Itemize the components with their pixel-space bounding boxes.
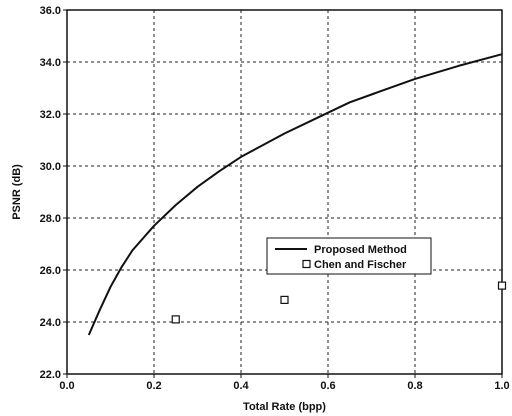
data-point-chen-fischer [171,315,180,324]
y-axis-label: PSNR (dB) [11,164,23,220]
x-tick-label: 0.2 [146,380,161,392]
legend-box [266,237,432,275]
y-tick-label: 32.0 [40,109,61,121]
x-tick-label: 0.4 [233,380,249,392]
y-tick-label: 26.0 [40,265,61,277]
y-tick-label: 36.0 [40,5,61,17]
y-tick-label: 28.0 [40,213,61,225]
series-line-proposed-method [87,53,503,336]
y-tick-label: 24.0 [40,317,61,329]
legend-label: Proposed Method [314,244,407,256]
axis-ticks: 0.0 0.2 0.4 0.6 0.8 1.0 22.0 24.0 26.0 28.0 30.0 32… [40,5,510,392]
x-tick-label: 1.0 [494,380,509,392]
legend: Proposed Method Chen and Fischer [266,237,432,275]
data-point-chen-fischer [497,281,507,290]
legend-label: Chen and Fischer [314,259,407,271]
legend-square-swatch [302,259,311,269]
x-tick-label: 0.6 [320,380,335,392]
y-tick-label: 30.0 [40,161,61,173]
y-tick-label: 22.0 [40,369,61,381]
series [87,53,507,336]
x-tick-label: 0.8 [407,380,422,392]
x-axis-label: Total Rate (bpp) [243,401,326,413]
y-tick-label: 34.0 [40,57,61,69]
x-tick-label: 0.0 [59,380,74,392]
grid [67,10,502,374]
plot-frame [66,9,503,375]
data-point-chen-fischer [280,295,289,304]
